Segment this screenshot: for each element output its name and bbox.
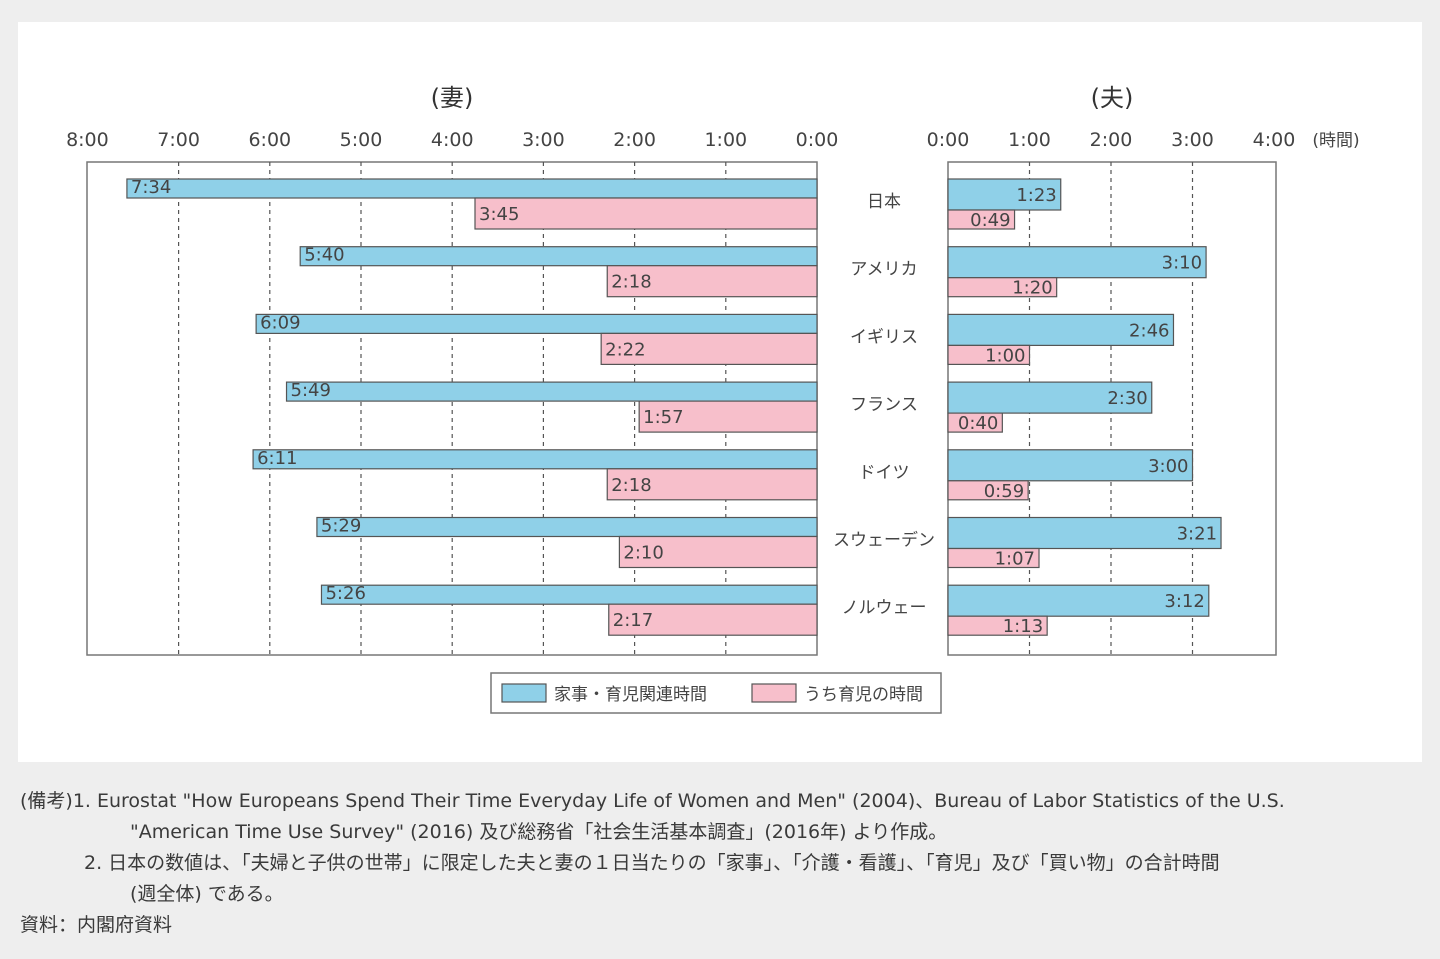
category-label: フランス — [850, 395, 918, 415]
husband-panel-title: (夫) — [1091, 84, 1134, 112]
wife-total-label: 6:11 — [257, 448, 297, 469]
wife-childcare-bar — [606, 265, 818, 298]
wife-total-label: 5:26 — [325, 583, 365, 604]
wife-total-label: 5:49 — [291, 380, 331, 401]
notes: (備考)1. Eurostat "How Europeans Spend The… — [20, 786, 1420, 941]
husband-total-bar — [947, 516, 1222, 550]
wife-childcare-label: 3:45 — [479, 204, 519, 225]
wife-total-bar — [285, 381, 818, 402]
husband-childcare-bar — [947, 344, 1031, 365]
wife-total-bar — [252, 449, 818, 470]
legend-swatch-childcare — [751, 683, 797, 703]
chart-svg: (妻) (夫) 0:00 1:00 2:00 3:00 4:00 5:00 6:00 7:00 8:… — [66, 84, 1360, 714]
wife-tick-label: 3:00 — [522, 129, 565, 151]
wife-childcare-label: 2:18 — [611, 272, 651, 293]
husband-childcare-label: 0:40 — [958, 413, 998, 434]
category-label: イギリス — [850, 327, 918, 347]
wife-total-label: 5:40 — [304, 245, 344, 266]
husband-childcare-label: 1:00 — [985, 345, 1025, 366]
wife-childcare-label: 2:17 — [613, 610, 653, 631]
note-line-1: (備考)1. Eurostat "How Europeans Spend The… — [20, 790, 1285, 812]
wife-childcare-label: 2:22 — [605, 339, 645, 360]
husband-total-bar — [947, 449, 1194, 482]
husband-total-bar — [947, 584, 1210, 617]
wife-tick-label: 2:00 — [613, 129, 656, 151]
husband-total-bar — [947, 313, 1175, 346]
husband-childcare-label: 1:20 — [1012, 278, 1052, 299]
category-label: スウェーデン — [833, 530, 935, 551]
husband-total-label: 3:00 — [1148, 456, 1188, 477]
husband-total-label: 3:12 — [1164, 591, 1204, 612]
husband-total-label: 1:23 — [1016, 185, 1056, 206]
wife-tick-label: 8:00 — [66, 129, 109, 151]
husband-tick-label: 2:00 — [1090, 129, 1133, 151]
wife-childcare-bar — [618, 535, 818, 569]
wife-childcare-label: 2:10 — [623, 543, 663, 564]
note-line-4: (週全体) である。 — [130, 883, 284, 905]
note-source: 資料：内閣府資料 — [20, 914, 173, 936]
husband-total-label: 3:21 — [1177, 524, 1217, 545]
category-label: ドイツ — [859, 463, 910, 483]
category-label: アメリカ — [850, 260, 917, 280]
husband-total-label: 2:30 — [1107, 388, 1147, 409]
wife-panel-title: (妻) — [431, 84, 474, 112]
wife-total-bar — [255, 313, 818, 334]
wife-childcare-bar — [638, 400, 818, 433]
husband-total-bar — [947, 381, 1153, 414]
wife-total-label: 6:09 — [260, 312, 300, 333]
wife-tick-label: 7:00 — [157, 129, 200, 151]
husband-childcare-label: 1:13 — [1003, 616, 1043, 637]
husband-childcare-bar — [947, 412, 1003, 433]
husband-tick-label: 3:00 — [1171, 129, 1214, 151]
wife-total-bar — [320, 584, 818, 605]
legend-label-childcare: うち育児の時間 — [804, 685, 923, 705]
wife-childcare-bar — [474, 197, 818, 230]
wife-childcare-bar — [600, 332, 818, 365]
wife-total-label: 5:29 — [321, 516, 361, 537]
legend-label-total: 家事・育児関連時間 — [554, 685, 707, 705]
husband-tick-label: 0:00 — [927, 129, 970, 151]
husband-total-label: 3:10 — [1162, 253, 1202, 274]
husband-childcare-bar — [947, 277, 1058, 298]
unit-label: (時間) — [1312, 131, 1359, 151]
category-label: 日本 — [867, 192, 901, 212]
wife-childcare-label: 2:18 — [611, 475, 651, 496]
husband-tick-label: 1:00 — [1008, 129, 1051, 151]
husband-tick-label: 4:00 — [1253, 129, 1296, 151]
husband-childcare-label: 0:59 — [984, 481, 1024, 502]
legend-box — [490, 672, 942, 714]
husband-childcare-bar — [947, 480, 1029, 501]
legend-swatch-total — [501, 683, 547, 703]
note-line-2: "American Time Use Survey" (2016) 及び総務省「… — [130, 821, 948, 843]
wife-total-bar — [126, 178, 818, 199]
husband-childcare-bar — [947, 209, 1016, 230]
husband-childcare-bar — [947, 547, 1040, 569]
husband-childcare-label: 1:07 — [995, 549, 1035, 570]
wife-tick-label: 4:00 — [431, 129, 474, 151]
note-line-3: 2. 日本の数値は、「夫婦と子供の世帯」に限定した夫と妻の１日当たりの「家事」、… — [84, 852, 1220, 874]
wife-tick-label: 1:00 — [704, 129, 747, 151]
category-label: ノルウェー — [842, 598, 927, 618]
wife-tick-label: 5:00 — [340, 129, 383, 151]
wife-childcare-bar — [608, 603, 818, 636]
wife-tick-label: 0:00 — [796, 129, 839, 151]
wife-childcare-label: 1:57 — [643, 407, 683, 428]
chart-panel: (妻) (夫) 0:00 1:00 2:00 3:00 4:00 5:00 6:00 7:00 8:… — [18, 22, 1422, 762]
wife-total-bar — [299, 246, 818, 267]
husband-childcare-bar — [947, 615, 1048, 636]
husband-total-bar — [947, 246, 1207, 279]
wife-childcare-bar — [606, 468, 818, 501]
husband-total-label: 2:46 — [1129, 320, 1169, 341]
husband-childcare-label: 0:49 — [970, 210, 1010, 231]
wife-tick-label: 6:00 — [248, 129, 291, 151]
wife-total-label: 7:34 — [131, 177, 171, 198]
wife-total-bar — [316, 516, 818, 538]
